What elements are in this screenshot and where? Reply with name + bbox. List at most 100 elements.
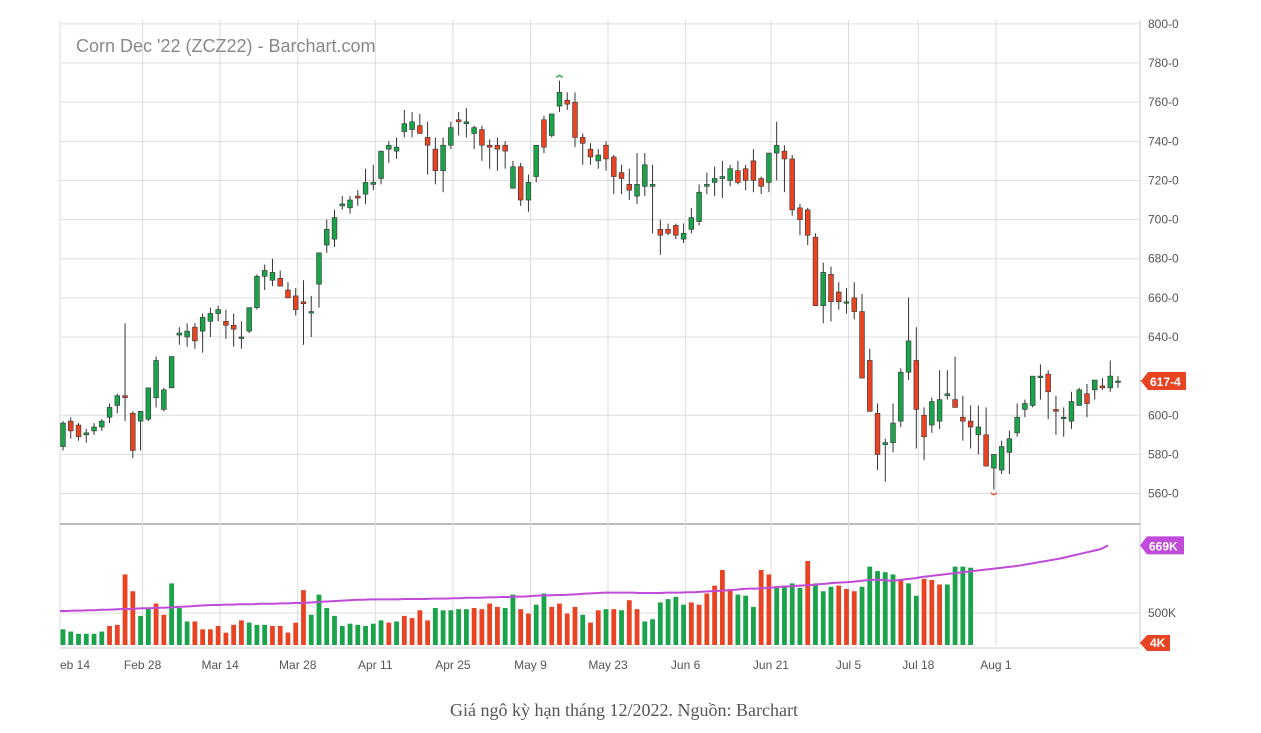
candle-up [145, 387, 152, 420]
volume-bar-up [968, 567, 974, 645]
candle-up [1092, 379, 1098, 391]
candle-down [983, 434, 989, 467]
volume-bar-up [456, 609, 462, 645]
volume-bar-up [743, 595, 749, 645]
volume-bar-up [665, 599, 671, 645]
volume-bar-up [145, 608, 151, 645]
last-price-badge [1141, 372, 1186, 391]
candle-down [618, 172, 625, 179]
candle-up [386, 144, 392, 150]
candle-down [758, 178, 764, 187]
volume-bar-up [347, 623, 353, 645]
price-tick-label: 680-0 [1148, 252, 1179, 266]
volume-bar-down [626, 600, 632, 645]
candle-down [300, 301, 307, 305]
candle-down [417, 125, 423, 134]
volume-bar-down [758, 569, 764, 645]
date-tick-label: Apr 25 [435, 658, 471, 672]
candle-down [789, 158, 795, 211]
price-tick-label: 600-0 [1148, 408, 1179, 422]
volume-bar-up [952, 566, 958, 645]
candle-down [1099, 385, 1106, 389]
candle-up [991, 454, 997, 469]
volume-bar-down [805, 561, 811, 645]
candle-down [432, 148, 439, 171]
date-tick-label: Mar 28 [279, 658, 317, 672]
candle-down [355, 195, 361, 199]
candle-down [952, 399, 958, 408]
candle-down [867, 360, 873, 412]
volume-bar-down [549, 606, 555, 645]
candle-up [1022, 403, 1028, 410]
candle-up [727, 168, 733, 181]
volume-bar-up [782, 585, 787, 645]
volume-bar-up [262, 624, 268, 645]
candle-down [967, 420, 974, 428]
volume-bar-down [301, 590, 306, 645]
volume-bar-up [642, 621, 648, 645]
volume-bar-up [463, 609, 469, 645]
candle-up [820, 272, 826, 306]
volume-bar-down [153, 603, 159, 645]
volume-bar-down [712, 585, 718, 645]
volume-bar-down [588, 622, 593, 645]
volume-bar-up [867, 566, 873, 645]
volume-bar-up [440, 610, 446, 645]
candle-down [859, 311, 865, 379]
candle-up [184, 330, 190, 338]
candle-down [130, 412, 136, 451]
price-tick-label: 660-0 [1148, 291, 1179, 305]
candle-up [362, 182, 369, 195]
volume-bar-up [378, 620, 384, 645]
volume-bar-up [324, 608, 330, 645]
date-tick-label: Jul 18 [902, 658, 934, 672]
candle-up [207, 313, 214, 322]
candle-down [665, 229, 671, 234]
volume-bar-up [308, 614, 314, 645]
candle-down [797, 207, 803, 220]
candle-down [812, 236, 819, 306]
volume-bar-up [882, 572, 888, 645]
volume-bar-down [192, 621, 198, 645]
last-price-label: 617-4 [1150, 375, 1181, 389]
date-tick-label: Jun 6 [671, 658, 701, 672]
volume-bar-down [595, 610, 601, 645]
candle-up [176, 332, 183, 336]
candle-up [161, 389, 167, 410]
price-tick-label: 780-0 [1148, 56, 1179, 70]
candle-up [238, 336, 245, 339]
date-tick-label: May 9 [514, 658, 547, 672]
volume-bar-up [510, 594, 516, 645]
volume-bar-up [138, 615, 143, 645]
candle-up [533, 144, 539, 177]
price-tick-label: 740-0 [1148, 134, 1179, 148]
candle-up [261, 270, 268, 277]
volume-bar-up [657, 602, 663, 645]
candle-down [277, 277, 283, 287]
candle-down [572, 101, 578, 138]
candle-up [975, 426, 982, 436]
volume-bar-up [541, 593, 547, 645]
candle-up [378, 150, 384, 179]
candle-up [929, 401, 935, 426]
volume-bar-up [99, 631, 105, 645]
volume-bar-down [719, 569, 725, 645]
volume-bar-down [425, 620, 431, 645]
candle-down [836, 291, 842, 303]
candle-up [254, 276, 260, 308]
date-tick-label: Jul 5 [836, 658, 862, 672]
volume-bar-up [960, 566, 966, 645]
candle-up [215, 309, 221, 314]
candle-up [766, 152, 772, 183]
candle-up [269, 272, 276, 281]
candle-down [517, 166, 524, 201]
candle-up [246, 307, 252, 332]
candle-down [285, 289, 291, 299]
candle-down [735, 170, 741, 183]
volume-bar-down [270, 625, 275, 645]
volume-bar-down [417, 610, 423, 645]
volume-bar-up [619, 610, 624, 645]
volume-bar-down [293, 622, 299, 645]
candle-down [230, 324, 237, 330]
candle-up [153, 360, 159, 398]
